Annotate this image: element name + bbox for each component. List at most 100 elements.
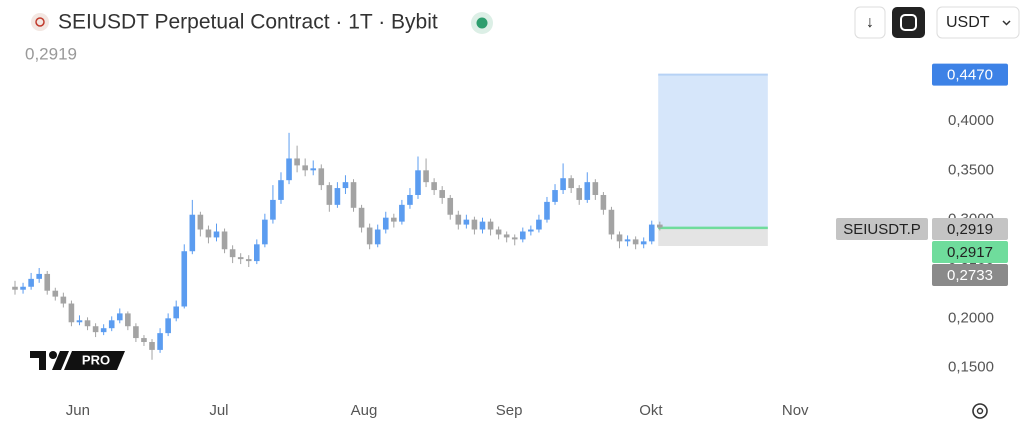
candle-body <box>431 182 437 191</box>
candle-body <box>189 214 196 252</box>
candle-body <box>28 278 34 287</box>
candle-body <box>52 290 59 297</box>
candle-body <box>262 219 268 245</box>
candle-body <box>503 234 510 238</box>
candle-body <box>221 231 228 250</box>
candle-body <box>286 158 292 181</box>
candle-body <box>36 273 42 279</box>
fullscreen-icon <box>900 14 917 31</box>
candle-body <box>632 239 639 245</box>
logo-mark-slash <box>52 351 69 370</box>
candle-body <box>270 199 276 220</box>
x-tick-label: Jun <box>66 402 90 419</box>
symbol-tag-box <box>836 218 928 240</box>
currency-select[interactable] <box>936 6 1020 39</box>
candle-body <box>382 217 389 230</box>
candle-body <box>616 234 623 242</box>
x-tick-label: Jul <box>209 402 228 419</box>
candle-body <box>92 326 99 333</box>
candle-body <box>149 342 155 350</box>
fullscreen-button[interactable] <box>892 7 925 38</box>
candle-body <box>519 231 526 240</box>
download-button[interactable] <box>854 6 886 39</box>
candle-body <box>125 313 131 327</box>
candle-body <box>624 239 631 242</box>
y-tick-label: 0,3500 <box>948 161 994 178</box>
candle-body <box>495 229 502 235</box>
currency-label: USDT <box>946 14 990 31</box>
candle-body <box>479 221 486 230</box>
candle-body <box>608 209 615 235</box>
candle-body <box>592 182 599 195</box>
candle-body <box>326 185 333 205</box>
candle-body <box>423 170 429 183</box>
candle-body <box>245 259 252 262</box>
candle-body <box>68 303 75 323</box>
price-label-box <box>932 264 1008 286</box>
target-zone <box>658 74 768 228</box>
candle-body <box>455 214 462 225</box>
candle-body <box>76 320 83 323</box>
candle-body <box>84 320 91 327</box>
candle-body <box>576 188 583 200</box>
candle-body <box>278 180 284 200</box>
candle-body <box>302 165 308 171</box>
candle-body <box>544 201 550 220</box>
chart-title: SEIUSDT Perpetual Contract · 1T · Bybit <box>58 11 438 34</box>
candle-body <box>294 158 300 166</box>
candle-body <box>511 237 518 240</box>
candle-body <box>116 313 123 321</box>
y-tick-label: 0,4000 <box>948 112 994 129</box>
price-label-box <box>932 241 1008 263</box>
download-icon: ↓ <box>866 14 874 31</box>
y-tick-label: 0,2000 <box>948 309 994 326</box>
tv-logo: PRO <box>30 351 125 370</box>
y-tick-label: 0,1500 <box>948 359 994 376</box>
candle-body <box>463 219 470 225</box>
last-price: 0,2919 <box>25 44 77 63</box>
select-caret <box>1002 20 1011 26</box>
candle-body <box>197 214 204 230</box>
candle-body <box>12 286 18 290</box>
candle-body <box>254 244 260 262</box>
candle-body <box>20 286 26 290</box>
symbol-tag: SEIUSDT.P <box>843 221 921 238</box>
logo-text: PRO <box>82 352 110 367</box>
candle-body <box>366 227 373 245</box>
price-label: 0,2919 <box>947 221 993 238</box>
candle-body <box>415 170 421 195</box>
candle-body <box>205 229 212 238</box>
candle-body <box>487 221 494 230</box>
candle-body <box>600 194 607 210</box>
candle-body <box>141 338 147 343</box>
candle-body <box>374 229 381 245</box>
candle-body <box>342 182 349 189</box>
price-label: 0,2733 <box>947 267 993 284</box>
candle-body <box>640 241 647 245</box>
candle-body <box>528 229 534 232</box>
candle-body <box>108 320 115 329</box>
x-tick-label: Sep <box>496 402 523 419</box>
candle-body <box>399 204 405 222</box>
candle-body <box>318 168 325 186</box>
candle-body <box>44 273 51 291</box>
settings-icon-inner <box>976 407 984 415</box>
candle-body <box>657 224 663 228</box>
logo-badge <box>64 351 125 370</box>
candle-body <box>407 194 413 205</box>
x-tick-label: Okt <box>639 402 663 419</box>
settings-icon[interactable] <box>972 403 988 419</box>
status-dot <box>476 17 488 29</box>
candle-body <box>213 231 220 238</box>
candle-body <box>181 251 188 307</box>
candle-body <box>334 188 341 205</box>
x-tick-label: Nov <box>782 402 809 419</box>
candle-body <box>350 182 357 208</box>
price-label-box <box>932 63 1008 86</box>
candle-body <box>560 178 566 191</box>
candle-body <box>648 224 655 242</box>
x-tick-label: Aug <box>351 402 378 419</box>
candle-body <box>310 168 317 171</box>
symbol-icon <box>31 13 49 31</box>
